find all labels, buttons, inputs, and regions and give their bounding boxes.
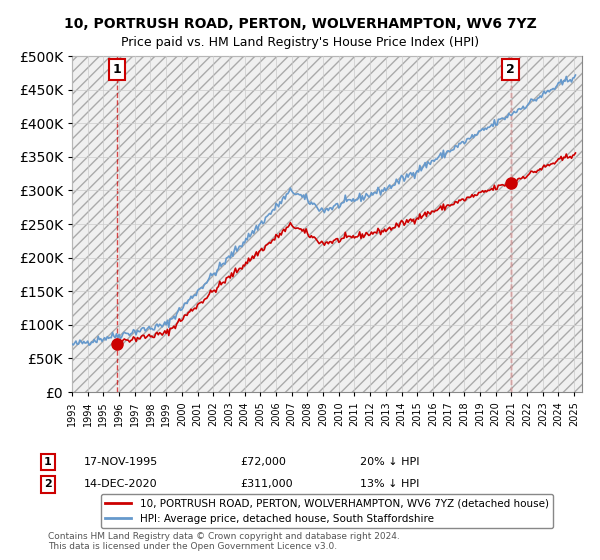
Text: 2: 2	[506, 63, 515, 76]
Text: 1: 1	[113, 63, 122, 76]
Text: 14-DEC-2020: 14-DEC-2020	[84, 479, 158, 489]
Text: 2: 2	[44, 479, 52, 489]
Text: Contains HM Land Registry data © Crown copyright and database right 2024.
This d: Contains HM Land Registry data © Crown c…	[48, 532, 400, 552]
Text: 17-NOV-1995: 17-NOV-1995	[84, 457, 158, 467]
Text: 13% ↓ HPI: 13% ↓ HPI	[360, 479, 419, 489]
Text: £72,000: £72,000	[240, 457, 286, 467]
Text: 1: 1	[44, 457, 52, 467]
Legend: 10, PORTRUSH ROAD, PERTON, WOLVERHAMPTON, WV6 7YZ (detached house), HPI: Average: 10, PORTRUSH ROAD, PERTON, WOLVERHAMPTON…	[101, 494, 553, 528]
Text: 10, PORTRUSH ROAD, PERTON, WOLVERHAMPTON, WV6 7YZ: 10, PORTRUSH ROAD, PERTON, WOLVERHAMPTON…	[64, 17, 536, 31]
Text: 20% ↓ HPI: 20% ↓ HPI	[360, 457, 419, 467]
Text: £311,000: £311,000	[240, 479, 293, 489]
Text: Price paid vs. HM Land Registry's House Price Index (HPI): Price paid vs. HM Land Registry's House …	[121, 36, 479, 49]
